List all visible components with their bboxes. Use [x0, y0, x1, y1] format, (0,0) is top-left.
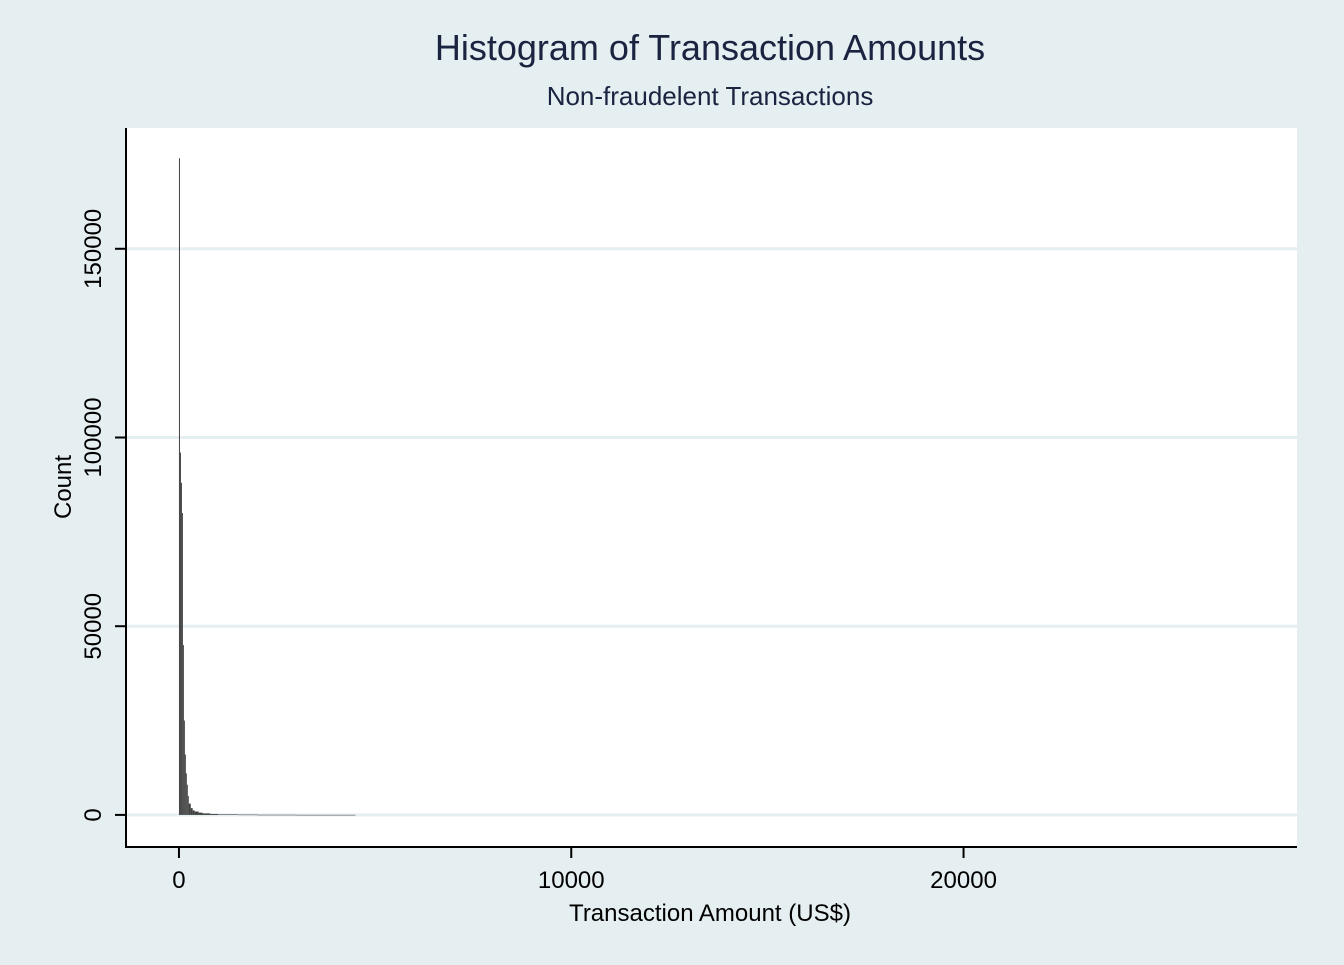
histogram-bar	[188, 803, 191, 815]
histogram-bar	[296, 814, 356, 816]
histogram-bar	[180, 482, 182, 815]
histogram-bar	[194, 811, 199, 815]
chart-title: Histogram of Transaction Amounts	[435, 27, 985, 68]
chart-subtitle: Non-fraudelent Transactions	[547, 81, 874, 111]
x-tick-label: 10000	[538, 867, 605, 894]
histogram-bar	[210, 813, 219, 815]
y-tick-label: 100000	[80, 397, 107, 477]
histogram-bar	[185, 773, 187, 815]
histogram-bar	[184, 754, 186, 815]
histogram-bar	[192, 810, 195, 815]
histogram-bar	[187, 796, 189, 815]
tick-layer: 0 50000 100000 150000 0 10000 20000	[80, 209, 997, 894]
y-tick-label: 150000	[80, 209, 107, 289]
histogram-bar	[198, 812, 203, 815]
plot-area	[126, 128, 1297, 846]
y-tick-label: 0	[80, 808, 107, 821]
x-tick-label: 0	[172, 867, 185, 894]
histogram-bar	[237, 814, 258, 816]
x-axis-label: Transaction Amount (US$)	[569, 900, 851, 927]
histogram-bar	[202, 813, 211, 815]
histogram-bar	[182, 645, 184, 815]
x-tick-label: 20000	[930, 867, 997, 894]
histogram-bar	[186, 784, 188, 815]
histogram-bar	[178, 158, 180, 815]
bar-layer	[178, 158, 356, 816]
histogram-bar	[179, 452, 181, 815]
histogram-bar	[257, 814, 297, 816]
histogram-bar	[181, 512, 183, 815]
histogram-bar	[218, 814, 238, 815]
y-tick-label: 50000	[80, 593, 107, 660]
histogram-bar	[183, 720, 185, 815]
grid-layer	[127, 247, 1297, 817]
histogram-bar	[190, 808, 193, 815]
y-axis-label: Count	[50, 455, 77, 519]
